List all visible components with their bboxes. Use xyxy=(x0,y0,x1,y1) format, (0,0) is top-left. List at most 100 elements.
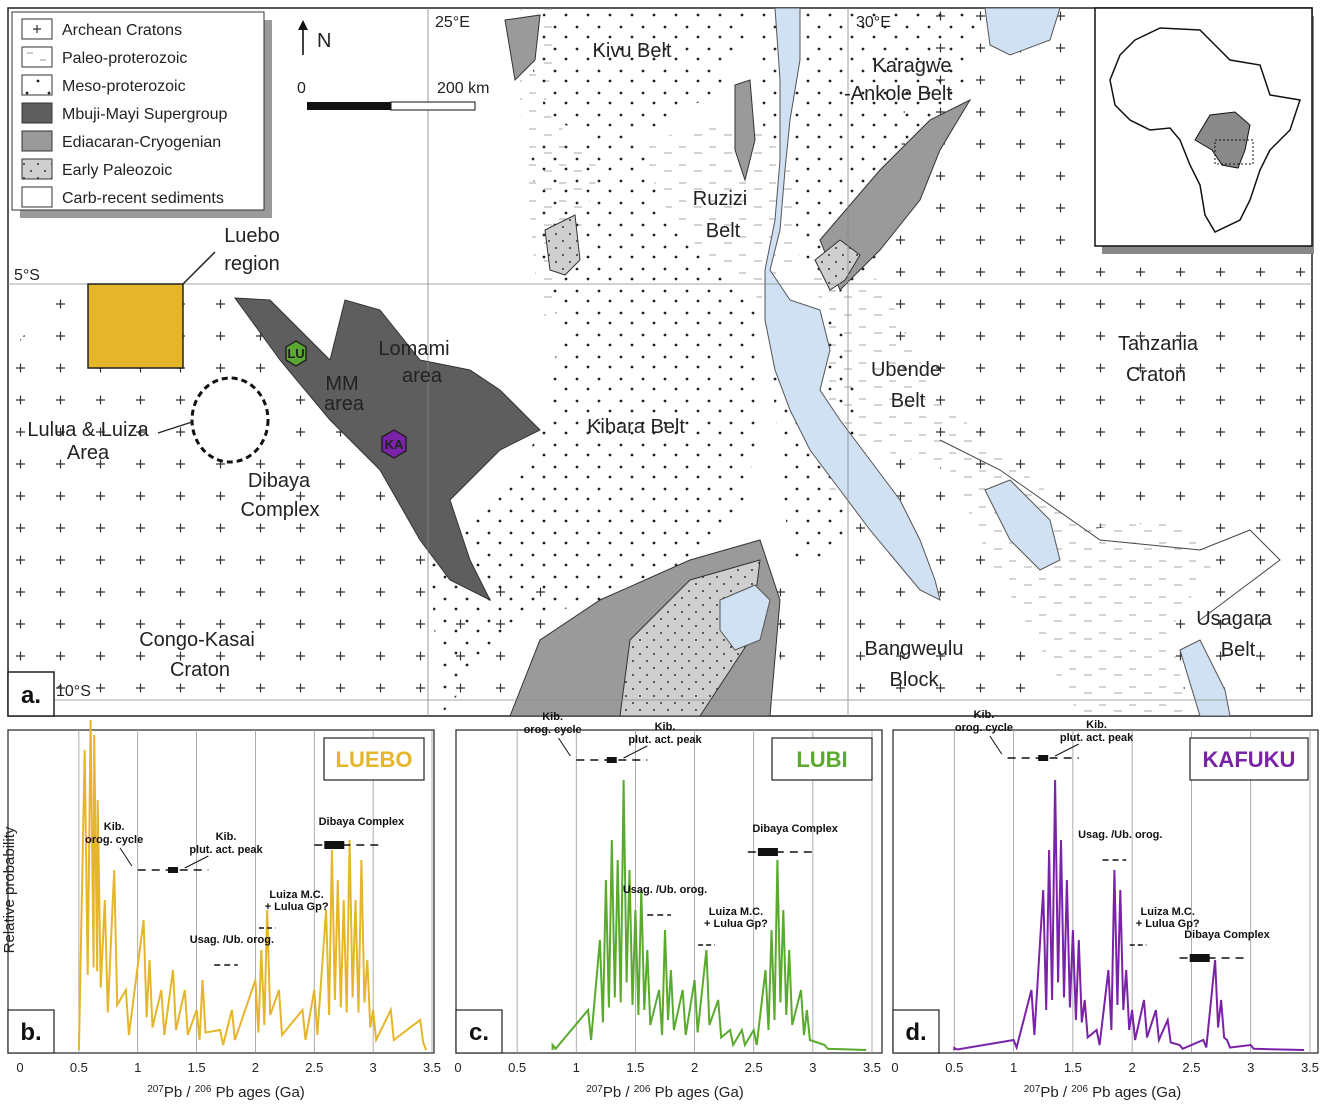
chart-lubi: 0 0.5 1 1.5 2 2.5 3 3.5 207Pb / 206 Pb ages (Ga)… xyxy=(454,711,883,1102)
label-congo-1: Congo-Kasai xyxy=(139,629,255,651)
probability-curve xyxy=(551,779,867,1051)
lat-5s-label: 5°S xyxy=(14,267,40,284)
x-tick-label: 1 xyxy=(573,1060,580,1075)
label-luebo-2: region xyxy=(224,253,280,275)
anno-dibaya: Dibaya Complex xyxy=(319,816,405,828)
early-paleozoic-2 xyxy=(544,214,581,276)
bangweulu-block xyxy=(760,450,1060,716)
anno-usag: Usag. /Ub. orog. xyxy=(190,934,274,946)
anno-kib-plut: plut. act. peak xyxy=(1060,732,1134,744)
svg-text:Mbuji-Mayi Supergroup: Mbuji-Mayi Supergroup xyxy=(62,106,228,123)
label-usagara-2: Belt xyxy=(1221,639,1256,661)
label-karagwe-1: Karagwe xyxy=(873,55,952,77)
anno-usag: Usag. /Ub. orog. xyxy=(623,884,707,896)
anno-kib-plut: plut. act. peak xyxy=(189,844,263,856)
x-tick-label: 1 xyxy=(134,1060,141,1075)
anno-leader xyxy=(184,855,209,869)
lake-mweru xyxy=(984,479,1061,571)
anno-kib-plut: plut. act. peak xyxy=(628,734,702,746)
x-tick-label: 3 xyxy=(370,1060,377,1075)
x-tick-label: 1.5 xyxy=(626,1060,644,1075)
lulua-luiza-outline xyxy=(190,376,270,464)
chart-title: LUEBO xyxy=(336,747,413,772)
y-axis-label: Relative probability xyxy=(1,826,18,953)
anno-usag: Usag. /Ub. orog. xyxy=(1078,829,1162,841)
karagwe-ankole-belt xyxy=(760,8,980,300)
x-axis-label: 207Pb / 206 Pb ages (Ga) xyxy=(1024,1084,1182,1102)
usagara-outline xyxy=(939,439,1281,621)
svg-text:200 km: 200 km xyxy=(437,80,489,97)
anno-luiza: + Lulua Gp? xyxy=(265,901,329,913)
site-ka: KA xyxy=(381,429,407,459)
panel-letter-box xyxy=(7,1009,55,1054)
x-tick-label: 3.5 xyxy=(1301,1060,1319,1075)
lulua-leader-line xyxy=(157,421,193,434)
x-tick-label: 2 xyxy=(252,1060,259,1075)
lake-bangweulu xyxy=(1179,639,1231,716)
svg-text:Archean Cratons: Archean Cratons xyxy=(62,22,182,39)
label-lulua-2: Area xyxy=(67,442,110,464)
anno-leader xyxy=(989,735,1003,755)
label-tanzania-1: Tanzania xyxy=(1118,333,1199,355)
panel-letter-a: a. xyxy=(7,671,55,717)
lon-30e-label: 30°E xyxy=(856,14,891,31)
label-ubende-1: Ubende xyxy=(871,359,941,381)
kib-peak-marker xyxy=(1038,755,1049,761)
chart-title-box xyxy=(323,737,425,781)
anno-leader xyxy=(558,737,571,757)
label-lomami-2: area xyxy=(402,365,443,387)
legend-item-carb-recent: Carb-recent sediments xyxy=(21,186,224,208)
svg-text:N: N xyxy=(317,30,331,52)
x-tick-label: 1.5 xyxy=(1064,1060,1082,1075)
anno-kib-cycle: Kib. xyxy=(104,821,125,833)
dibaya-marker xyxy=(1189,954,1210,962)
anno-kib-cycle: orog. cycle xyxy=(955,722,1013,734)
x-tick-label: 3.5 xyxy=(863,1060,881,1075)
africa-inset xyxy=(1094,7,1314,254)
label-congo-2: Craton xyxy=(170,659,230,681)
panel-letter: c. xyxy=(469,1019,489,1046)
svg-text:Paleo-proterozoic: Paleo-proterozoic xyxy=(62,50,187,67)
svg-text:Early Paleozoic: Early Paleozoic xyxy=(62,162,172,179)
dibaya-marker xyxy=(324,841,345,849)
x-tick-label: 2 xyxy=(1129,1060,1136,1075)
ruzizi-belt-area xyxy=(640,120,800,300)
label-bangweulu-1: Bangweulu xyxy=(865,638,964,660)
lat-10s-label: 10°S xyxy=(56,683,91,700)
anno-kib-plut: Kib. xyxy=(1086,719,1107,731)
kib-peak-marker xyxy=(168,867,179,873)
svg-text:Ediacaran-Cryogenian: Ediacaran-Cryogenian xyxy=(62,134,221,151)
anno-kib-cycle: Kib. xyxy=(974,709,995,721)
luebo-leader-line xyxy=(182,251,216,285)
x-tick-label: 0.5 xyxy=(70,1060,88,1075)
label-mm-1: MM xyxy=(325,373,358,395)
chart-luebo: 0 0.5 1 1.5 2 2.5 3 3.5 207Pb / 206 Pb ages (Ga)… xyxy=(1,719,441,1101)
inset-extent-box xyxy=(1214,139,1254,165)
legend-item-mbuji-mayi: Mbuji-Mayi Supergroup xyxy=(21,102,228,124)
legend-item-early-paleozoic: Early Paleozoic xyxy=(21,158,172,180)
legend-item-meso: Meso-proterozoic xyxy=(21,74,186,96)
panel-letter-box xyxy=(455,1009,503,1054)
scale-bar: 0 200 km xyxy=(297,80,489,111)
anno-luiza: + Lulua Gp? xyxy=(704,918,768,930)
svg-text:KA: KA xyxy=(385,437,404,452)
anno-luiza: Luiza M.C. xyxy=(269,889,323,901)
probability-curve xyxy=(77,719,428,1051)
north-arrow: N xyxy=(298,20,331,55)
legend-item-paleo: Paleo-proterozoic xyxy=(21,46,187,68)
x-tick-label: 2.5 xyxy=(745,1060,763,1075)
label-kivu: Kivu Belt xyxy=(593,40,672,62)
svg-text:a.: a. xyxy=(21,682,41,709)
panel-letter: b. xyxy=(20,1019,41,1046)
anno-kib-cycle: orog. cycle xyxy=(85,834,143,846)
x-tick-label: 3.5 xyxy=(423,1060,441,1075)
x-tick-label: 3 xyxy=(1247,1060,1254,1075)
lake-tanganyika xyxy=(764,8,941,601)
label-ubende-2: Belt xyxy=(891,390,926,412)
x-axis-label: 207Pb / 206 Pb ages (Ga) xyxy=(586,1084,744,1102)
x-tick-label: 1.5 xyxy=(188,1060,206,1075)
dibaya-marker xyxy=(757,848,778,856)
anno-kib-plut: Kib. xyxy=(216,831,237,843)
label-karagwe-2: -Ankole Belt xyxy=(844,83,952,105)
